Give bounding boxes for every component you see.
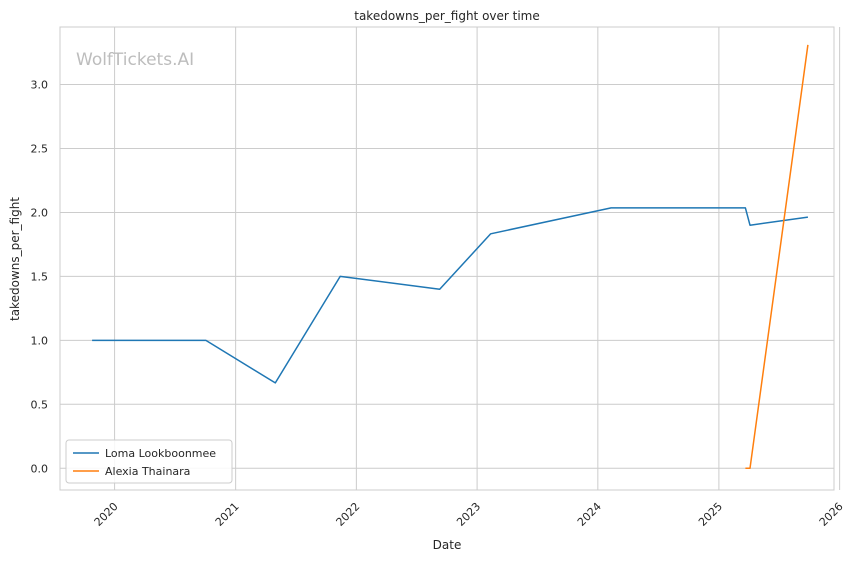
x-tick-label: 2020 [92, 500, 121, 529]
legend-label-loma: Loma Lookboonmee [105, 447, 216, 460]
legend-box [65, 439, 233, 484]
x-tick-labels: 2020 2021 2022 2023 2024 2025 2026 [92, 500, 846, 529]
grid-x [114, 27, 841, 490]
x-tick-label: 2025 [696, 500, 725, 529]
y-tick-label: 2.5 [31, 143, 49, 156]
y-axis-label: takedowns_per_fight [8, 197, 22, 321]
series-line-0 [92, 207, 809, 384]
y-tick-labels: 0.0 0.5 1.0 1.5 2.0 2.5 3.0 [31, 79, 49, 476]
y-tick-label: 1.0 [31, 334, 49, 347]
x-tick-label: 2023 [454, 500, 483, 529]
x-axis-label: Date [433, 538, 462, 552]
plot-area [59, 26, 835, 491]
series-layer [92, 44, 809, 470]
series-line-1 [745, 44, 809, 470]
y-tick-label: 2.0 [31, 206, 49, 219]
y-tick-label: 1.5 [31, 270, 49, 283]
legend-label-alexia: Alexia Thainara [105, 465, 190, 478]
legend: Loma Lookboonmee Alexia Thainara [65, 439, 233, 484]
y-tick-label: 0.5 [31, 398, 49, 411]
y-tick-label: 3.0 [31, 79, 49, 92]
y-tick-label: 0.0 [31, 462, 49, 475]
x-tick-label: 2022 [333, 500, 362, 529]
x-tick-label: 2021 [213, 500, 242, 529]
chart-title: takedowns_per_fight over time [354, 9, 540, 23]
x-tick-label: 2026 [817, 500, 846, 529]
chart-watermark: WolfTickets.AI [76, 50, 194, 70]
x-tick-label: 2024 [575, 500, 604, 529]
